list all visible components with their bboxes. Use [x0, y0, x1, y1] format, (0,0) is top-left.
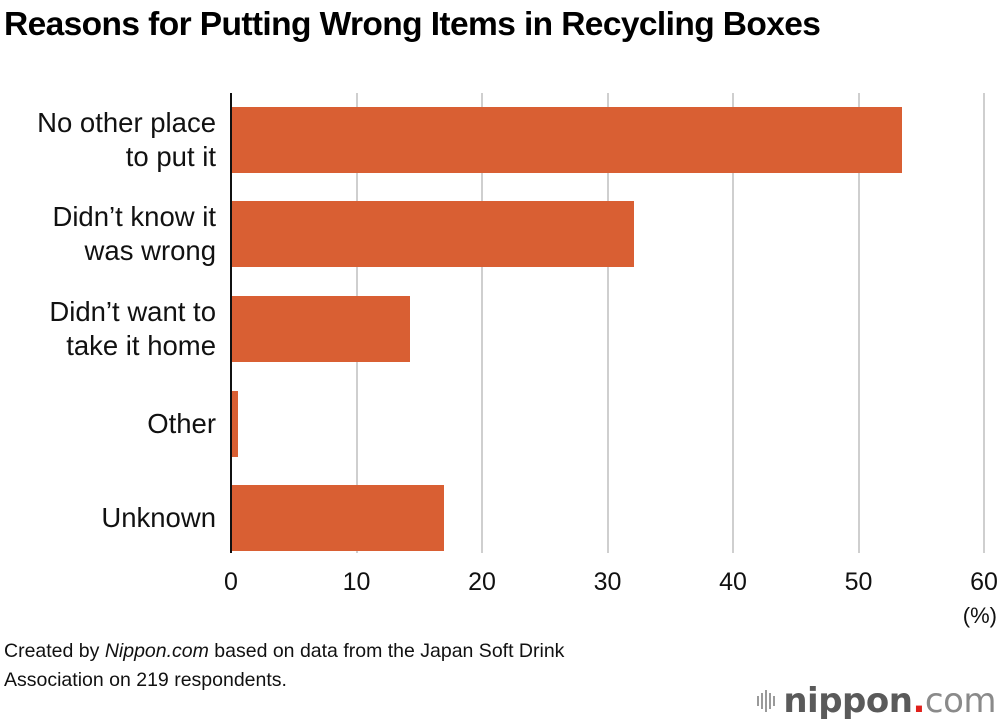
category-label: Didn’t want to take it home	[49, 296, 216, 361]
logo-wordmark: nippon.com	[783, 681, 996, 721]
category-label: No other place to put it	[37, 107, 216, 172]
x-tick-label: 20	[468, 568, 496, 596]
category-label: Other	[147, 408, 216, 439]
chart-title: Reasons for Putting Wrong Items in Recyc…	[4, 6, 821, 43]
source-note: Created by Nippon.com based on data from…	[4, 637, 564, 695]
source-prefix: Created by	[4, 640, 105, 662]
x-tick-label: 30	[593, 568, 622, 596]
category-label: Didn’t know it was wrong	[52, 201, 216, 266]
bar	[232, 107, 903, 173]
x-axis-unit: (%)	[962, 603, 997, 628]
category-label: Unknown	[101, 502, 216, 533]
gridline	[983, 93, 985, 553]
source-suffix: based on data from the Japan Soft Drink	[208, 640, 565, 662]
x-tick-label: 50	[844, 568, 873, 596]
bar	[232, 485, 445, 551]
gridline	[606, 93, 609, 553]
sound-wave-icon	[757, 690, 776, 712]
x-tick-label: 10	[342, 568, 371, 596]
gridline	[857, 93, 860, 553]
x-tick-label: 60	[970, 568, 998, 596]
bar	[232, 391, 239, 457]
bar	[232, 296, 411, 362]
source-name: Nippon.com	[104, 640, 209, 662]
nippon-logo: nippon.com	[757, 681, 997, 721]
bar	[232, 201, 634, 267]
gridline	[732, 93, 734, 553]
x-tick-label: 0	[224, 568, 238, 596]
x-tick-label: 40	[719, 568, 747, 596]
gridline	[481, 93, 483, 553]
y-axis-line	[230, 93, 232, 553]
source-line2: Association on 219 respondents.	[4, 669, 287, 691]
